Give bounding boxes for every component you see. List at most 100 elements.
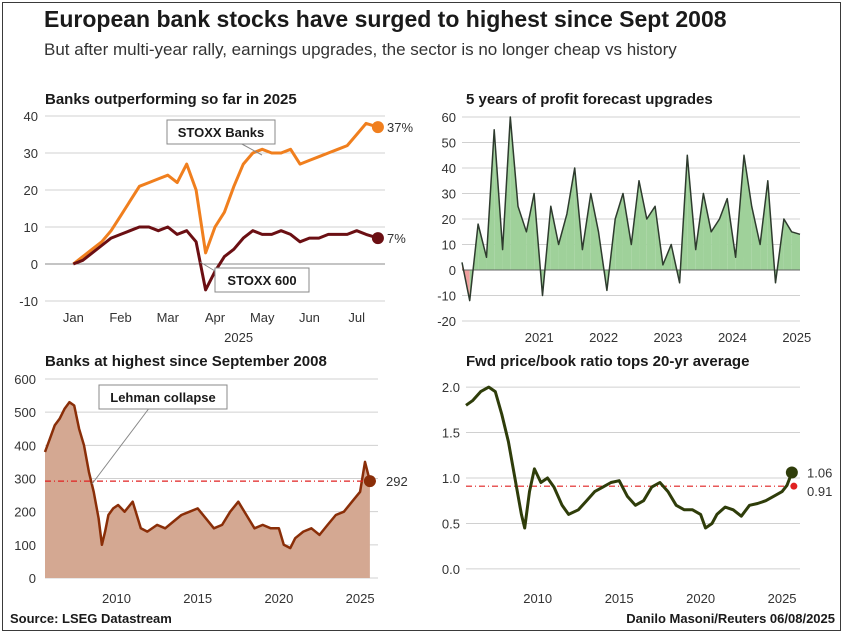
callout-label-stoxx600: STOXX 600 [227,273,296,288]
area-segment [783,219,792,270]
x-tick-label: Jun [299,310,320,325]
callout-leader [199,261,216,272]
series-end-marker [371,232,384,245]
y-tick-label: 30 [24,146,38,161]
area-segment [526,193,535,270]
x-tick-label: 2020 [686,591,715,606]
area-segment [743,155,752,270]
area-segment [703,193,712,270]
y-tick-label: 60 [442,110,456,125]
series-area [45,402,370,578]
y-tick-label: 0.0 [442,562,460,577]
area-segment [719,198,728,270]
series-line [72,121,379,266]
y-tick-label: 10 [24,220,38,235]
panel-title: Fwd price/book ratio tops 20-yr average [466,353,749,370]
y-tick-label: 200 [14,505,36,520]
y-tick-label: 100 [14,538,36,553]
y-tick-label: -10 [437,289,456,304]
y-tick-label: 1.5 [442,426,460,441]
y-tick-label: 30 [442,187,456,202]
y-tick-label: 1.0 [442,471,460,486]
x-tick-label: Jan [63,310,84,325]
panel-banks-outperforming: Banks outperforming so far in 2025 40 30 20… [19,91,413,345]
area-segment [791,231,800,270]
y-tick-label: 40 [442,161,456,176]
x-tick-label: Feb [109,310,131,325]
series-line [72,225,379,292]
x-tick-label: May [250,310,275,325]
callout-label-lehman: Lehman collapse [110,390,215,405]
y-tick-label: 10 [442,238,456,253]
panel-title: Banks at highest since September 2008 [45,353,327,370]
area-segment [622,193,632,270]
y-tick-label: 0 [29,571,36,586]
area-segment [590,193,599,270]
y-tick-label: 500 [14,405,36,420]
reference-end-label: 0.91 [807,484,832,499]
series-end-marker [371,121,384,134]
x-tick-label: 2025 [346,591,375,606]
callout-leader [239,142,263,156]
callout-box [214,267,310,293]
area-segment [478,224,487,270]
series-end-label: 7% [387,231,406,246]
y-tick-label: 20 [24,183,38,198]
y-tick-label: 300 [14,472,36,487]
page-title: European bank stocks have surged to high… [44,6,727,32]
x-tick-label: Jul [348,310,365,325]
y-tick-label: 0.5 [442,516,460,531]
panel-profit-upgrades: 5 years of profit forecast upgrades 60 50 4… [437,91,811,345]
area-segment [566,168,575,270]
series-end-label: 37% [387,120,413,135]
callout-label-banks: STOXX Banks [178,125,264,140]
area-segment [550,206,559,270]
area-segment [631,180,640,270]
x-tick-label: 2015 [183,591,212,606]
panel-title: Banks outperforming so far in 2025 [45,91,297,108]
y-tick-label: -10 [19,294,38,309]
x-tick-label: 2010 [102,591,131,606]
credit-note: Danilo Masoni/Reuters 06/08/2025 [626,611,835,626]
panel-banks-highest: Banks at highest since September 2008 600… [14,353,407,606]
area-segment [510,117,519,270]
y-tick-label: 400 [14,438,36,453]
y-tick-label: 0 [449,263,456,278]
x-tick-label: 2010 [523,591,552,606]
x-tick-label: 2024 [718,330,747,345]
area-segment [760,180,768,270]
area-segment [606,219,616,291]
series-end-marker [785,466,798,479]
series-line [461,116,801,302]
y-tick-label: -20 [437,314,456,329]
x-tick-label: 2020 [264,591,293,606]
x-tick-label: 2021 [525,330,554,345]
y-tick-label: 20 [442,212,456,227]
x-tick-label: 2025 [768,591,797,606]
y-tick-label: 600 [14,372,36,387]
area-segment [711,219,720,270]
series-end-label: 292 [386,474,408,489]
x-tick-label: Mar [157,310,180,325]
x-tick-label: 2022 [589,330,618,345]
x-tick-label: 2023 [654,330,683,345]
callout-box [166,119,276,145]
series-line [465,385,794,530]
area-segment [646,206,656,270]
source-note: Source: LSEG Datastream [10,611,172,626]
area-segment [558,213,567,270]
x-tick-label: Apr [205,310,226,325]
area-segment [751,206,761,270]
area-segment [518,206,527,270]
y-tick-label: 0 [31,257,38,272]
callout-box [98,384,228,410]
x-axis-label: 2025 [224,330,253,345]
reference-end-marker [790,482,798,490]
y-tick-label: 40 [24,109,38,124]
series-line [43,400,372,550]
page-subtitle: But after multi-year rally, earnings upg… [44,40,677,59]
area-segment [615,193,623,270]
series-end-label: 1.06 [807,466,832,481]
x-tick-label: 2015 [605,591,634,606]
